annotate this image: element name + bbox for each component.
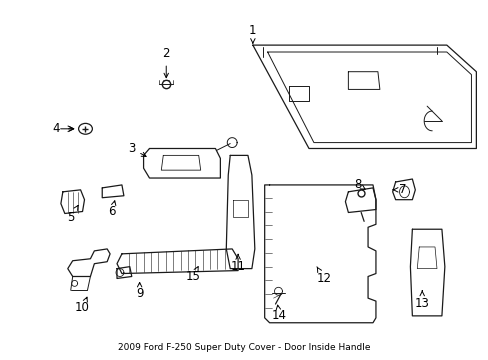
- Text: 14: 14: [271, 305, 286, 322]
- Polygon shape: [161, 156, 200, 170]
- Text: 5: 5: [67, 206, 78, 224]
- Polygon shape: [267, 52, 470, 143]
- Polygon shape: [252, 45, 475, 148]
- Text: 10: 10: [75, 297, 90, 315]
- Text: 2009 Ford F-250 Super Duty Cover - Door Inside Handle: 2009 Ford F-250 Super Duty Cover - Door …: [118, 343, 369, 352]
- Text: 7: 7: [392, 183, 406, 196]
- Polygon shape: [289, 86, 308, 101]
- Text: 4: 4: [52, 122, 60, 135]
- Text: 13: 13: [414, 291, 429, 310]
- Polygon shape: [347, 72, 379, 89]
- Text: 9: 9: [136, 283, 143, 300]
- Text: 3: 3: [128, 142, 146, 157]
- Polygon shape: [392, 179, 414, 200]
- Polygon shape: [143, 148, 220, 178]
- Polygon shape: [117, 249, 238, 274]
- Polygon shape: [409, 229, 444, 316]
- Text: 11: 11: [230, 255, 245, 273]
- Polygon shape: [61, 190, 84, 213]
- Polygon shape: [264, 185, 375, 323]
- Polygon shape: [68, 249, 110, 276]
- Polygon shape: [345, 188, 375, 212]
- Text: 6: 6: [108, 201, 116, 218]
- Ellipse shape: [79, 123, 92, 134]
- Polygon shape: [117, 267, 131, 278]
- Text: 12: 12: [316, 267, 330, 285]
- Polygon shape: [233, 200, 247, 217]
- Polygon shape: [416, 247, 436, 269]
- Text: 1: 1: [248, 24, 256, 43]
- Text: 8: 8: [354, 179, 365, 192]
- Polygon shape: [226, 156, 254, 269]
- Polygon shape: [102, 185, 123, 198]
- Text: 15: 15: [185, 266, 200, 283]
- Text: 2: 2: [162, 48, 170, 78]
